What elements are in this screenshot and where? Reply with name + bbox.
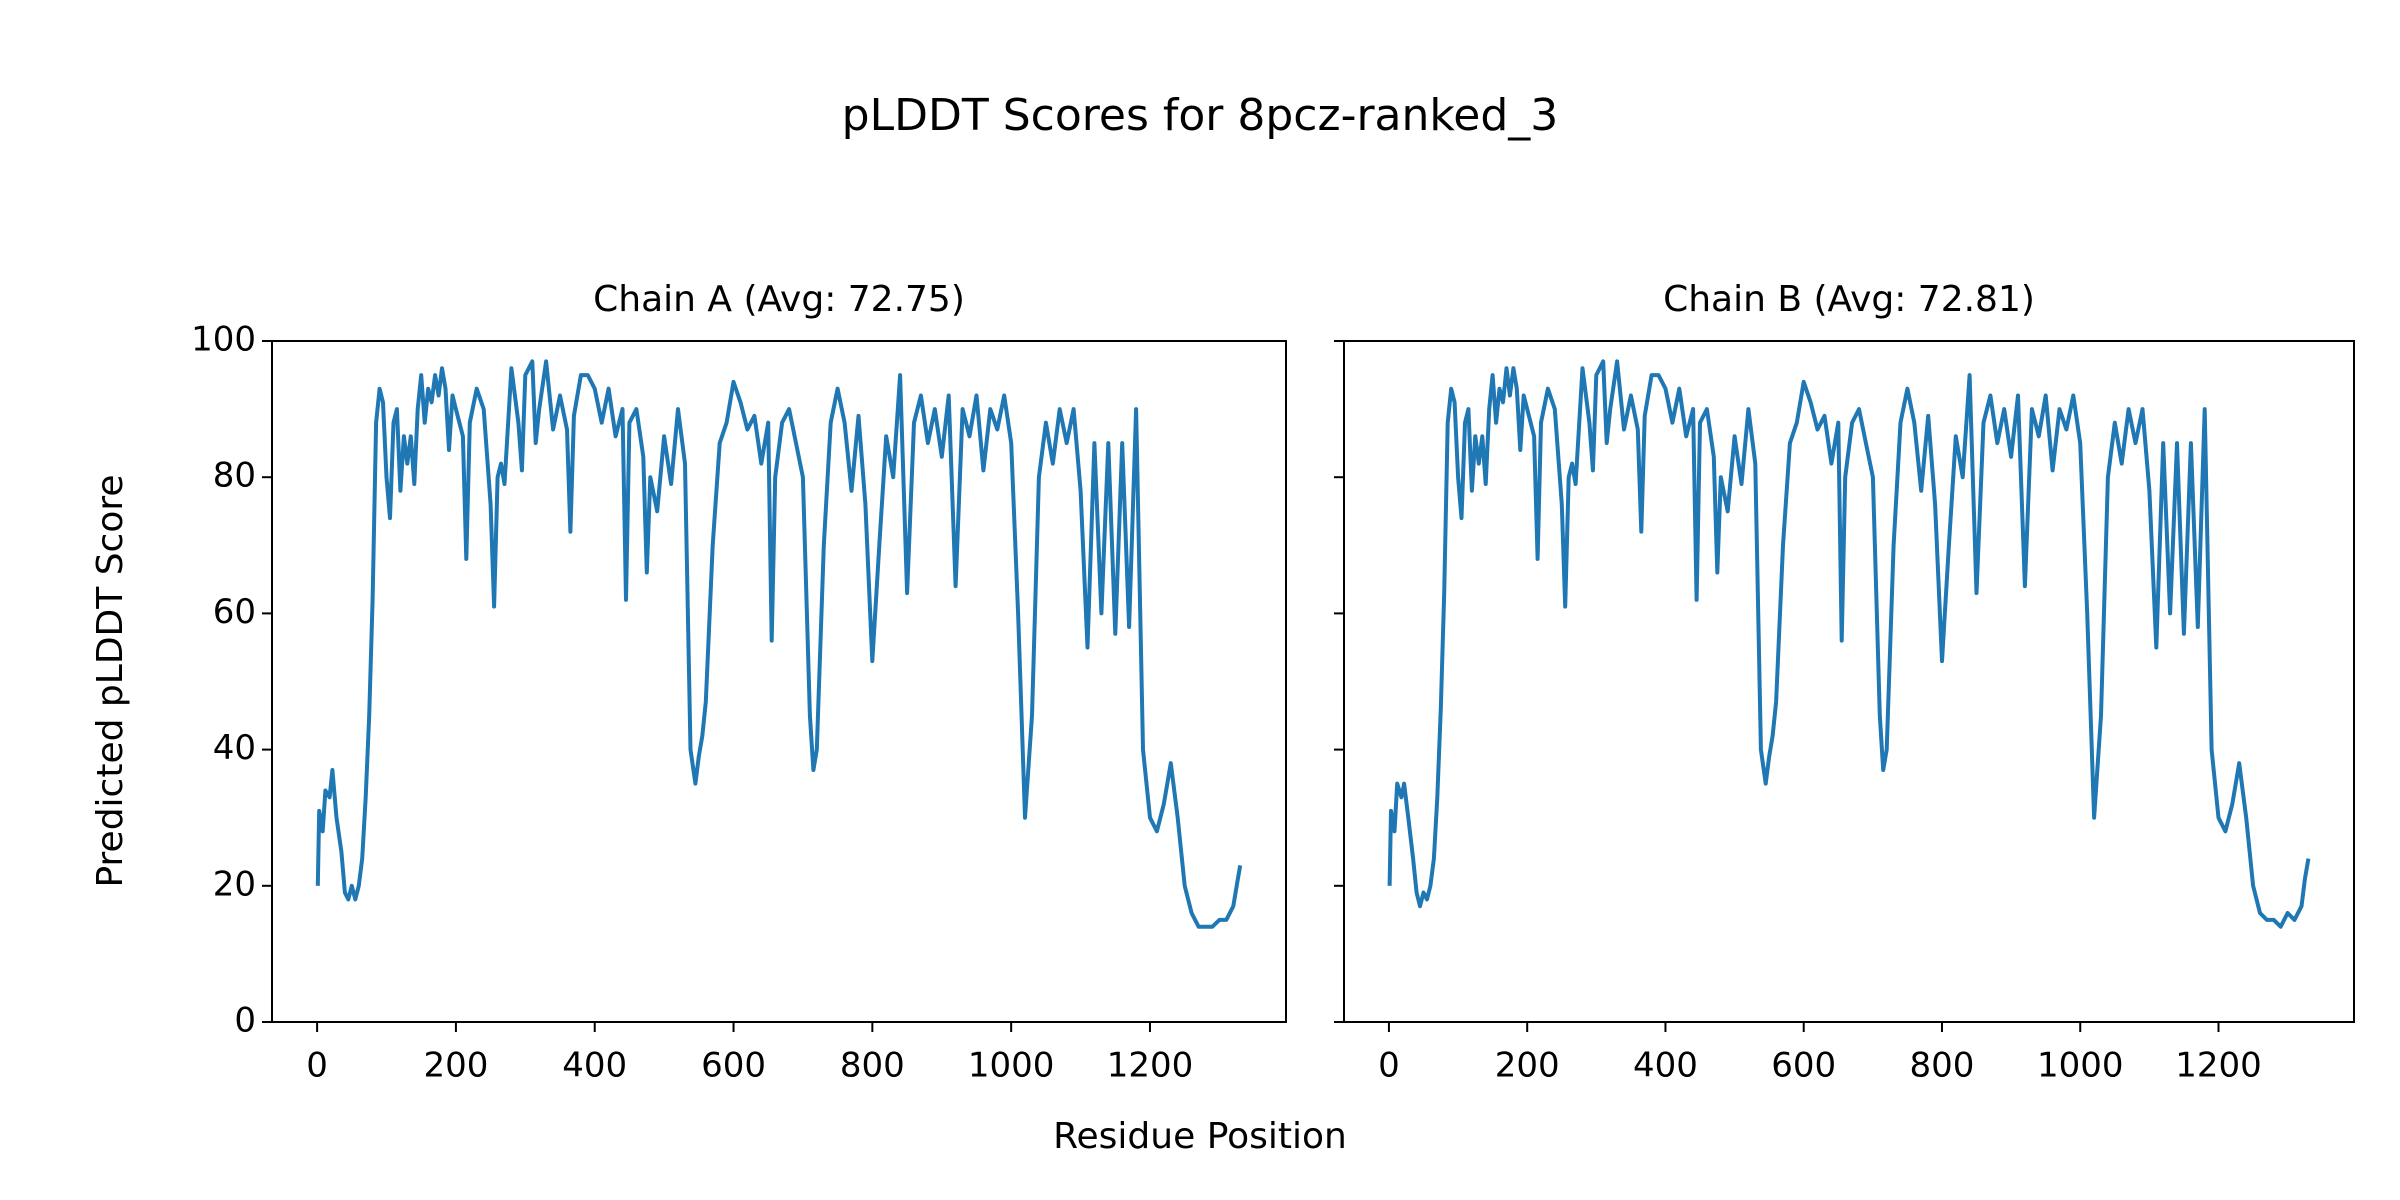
x-tick-label: 1000 [968,1046,1055,1086]
data-line [1387,359,2311,929]
x-tick-label: 1000 [2037,1046,2124,1086]
y-tick-label: 80 [213,456,256,496]
figure-title: pLDDT Scores for 8pcz-ranked_3 [842,90,1559,141]
x-tick-label: 200 [1495,1046,1560,1086]
axes-frame [271,340,1287,1023]
data-line [315,359,1243,929]
x-tick-label: 200 [423,1046,488,1086]
x-tick-label: 600 [1771,1046,1836,1086]
subplot-title: Chain B (Avg: 72.81) [1663,279,2035,320]
x-tick-label: 1200 [2175,1046,2262,1086]
subplot-title: Chain A (Avg: 72.75) [593,279,965,320]
y-tick-label: 20 [213,864,256,904]
y-tick-label: 0 [234,1001,256,1041]
axes-frame [1343,340,2355,1023]
x-tick-label: 0 [1378,1046,1400,1086]
y-tick-label: 40 [213,728,256,768]
x-tick-label: 0 [306,1046,328,1086]
x-tick-label: 600 [701,1046,766,1086]
x-tick-label: 800 [840,1046,905,1086]
x-tick-label: 400 [1633,1046,1698,1086]
y-axis-label: Predicted pLDDT Score [90,474,131,887]
x-tick-label: 800 [1910,1046,1975,1086]
y-tick-label: 100 [191,320,256,360]
x-tick-label: 400 [562,1046,627,1086]
x-axis-label: Residue Position [1053,1116,1347,1157]
x-tick-label: 1200 [1107,1046,1194,1086]
y-tick-label: 60 [213,592,256,632]
